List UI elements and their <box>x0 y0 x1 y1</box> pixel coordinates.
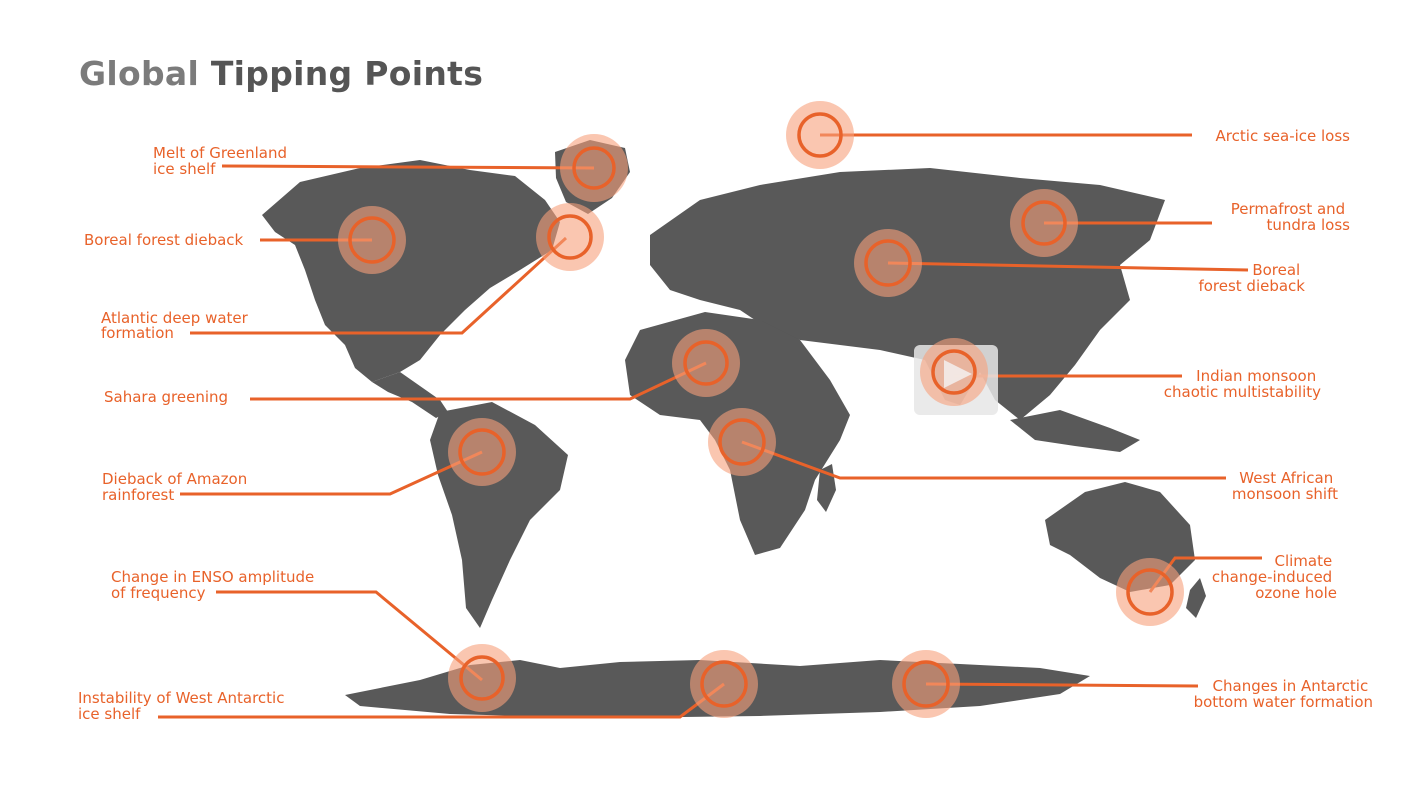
marker-monsoon[interactable] <box>920 338 988 406</box>
label-atlantic: Atlantic deep water formation <box>101 309 253 342</box>
label-amazon: Dieback of Amazon rainforest <box>102 470 252 504</box>
marker-boreal-eu[interactable] <box>854 229 922 297</box>
tipping-point-labels: Melt of Greenland ice shelf Boreal fores… <box>78 127 1373 723</box>
label-arctic: Arctic sea-ice loss <box>1216 127 1351 145</box>
new-zealand-landmass <box>1186 578 1206 618</box>
leader-line-wafrica <box>741 440 1226 480</box>
leader-line-enso <box>216 590 483 682</box>
label-monsoon: Indian monsoon chaotic multistability <box>1164 367 1321 401</box>
label-boreal-na: Boreal forest dieback <box>84 231 244 249</box>
label-ozone: Climate change-induced ozone hole <box>1212 552 1337 602</box>
marker-atlantic[interactable] <box>536 203 604 271</box>
marker-sahara[interactable] <box>672 329 740 397</box>
label-permafrost: Permafrost and tundra loss <box>1231 200 1350 234</box>
marker-wafrica[interactable] <box>708 408 776 476</box>
marker-wais[interactable] <box>690 650 758 718</box>
leader-line-antarctic-bw <box>925 682 1199 688</box>
marker-antarctic-bw[interactable] <box>892 650 960 718</box>
title-word-global: Global <box>79 54 200 93</box>
leader-line-atlantic <box>190 236 568 335</box>
title-word-tipping-points: Tipping Points <box>210 54 484 93</box>
label-antarctic-bw: Changes in Antarctic bottom water format… <box>1194 677 1373 711</box>
marker-enso[interactable] <box>448 644 516 712</box>
marker-arctic[interactable] <box>786 101 854 169</box>
central-america-landmass <box>372 372 448 418</box>
tipping-point-markers <box>338 101 1184 718</box>
page-title: Global Tipping Points <box>79 54 483 93</box>
play-icon[interactable] <box>944 360 972 388</box>
label-wais: Instability of West Antarctic ice shelf <box>78 689 289 723</box>
label-boreal-eu: Boreal forest dieback <box>1198 261 1305 295</box>
leader-line-boreal-eu <box>887 261 1249 272</box>
marker-amazon[interactable] <box>448 418 516 486</box>
north-america-landmass <box>262 160 560 382</box>
southeast-asia-islands-landmass <box>1010 410 1140 452</box>
marker-permafrost[interactable] <box>1010 189 1078 257</box>
leader-line-greenland <box>221 164 595 170</box>
label-greenland: Melt of Greenland ice shelf <box>153 144 292 178</box>
marker-ozone[interactable] <box>1116 558 1184 626</box>
label-enso: Change in ENSO amplitude of frequency <box>111 568 319 602</box>
marker-boreal-na[interactable] <box>338 206 406 274</box>
marker-greenland[interactable] <box>560 134 628 202</box>
label-sahara: Sahara greening <box>104 388 228 406</box>
label-wafrica: West African monsoon shift <box>1232 469 1338 503</box>
